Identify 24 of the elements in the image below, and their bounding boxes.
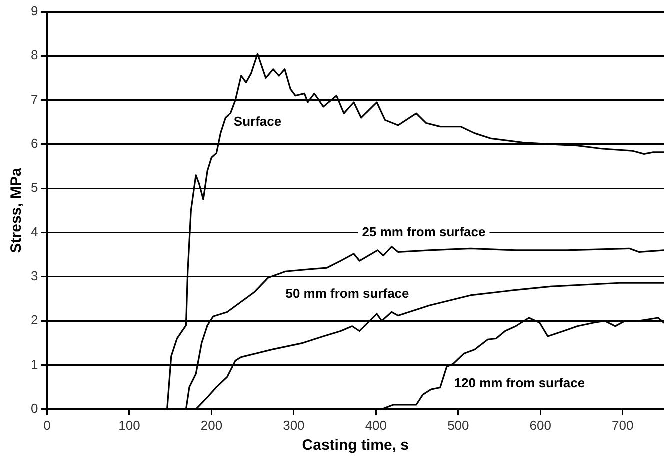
y-tick-label: 8 — [30, 48, 38, 63]
y-tick-label: 7 — [30, 92, 38, 107]
series-label: 50 mm from surface — [286, 286, 410, 302]
y-tick-label: 9 — [30, 4, 38, 19]
x-tick-label: 0 — [44, 418, 51, 433]
y-tick-label: 1 — [30, 356, 38, 372]
y-tick-label: 0 — [30, 400, 38, 416]
x-axis-title: Casting time, s — [302, 437, 409, 454]
x-tick-label: 500 — [448, 418, 470, 433]
y-tick-label: 5 — [30, 180, 38, 196]
x-tick-label: 400 — [365, 418, 388, 433]
y-tick-label: 3 — [30, 268, 38, 284]
x-tick-label: 300 — [283, 418, 305, 433]
y-tick-label: 2 — [30, 312, 38, 328]
series-label: Surface — [234, 114, 282, 129]
series-label: 120 mm from surface — [454, 375, 586, 390]
x-tick-label: 600 — [530, 418, 552, 433]
y-tick-label: 6 — [30, 136, 38, 152]
x-tick-label: 200 — [200, 418, 223, 433]
x-tick-label: 700 — [612, 418, 634, 433]
y-axis-title: Stress, MPa — [8, 168, 26, 254]
y-tick-label: 4 — [30, 224, 38, 240]
x-tick-label: 100 — [118, 418, 140, 433]
series-label: 25 mm from surface — [362, 224, 486, 240]
